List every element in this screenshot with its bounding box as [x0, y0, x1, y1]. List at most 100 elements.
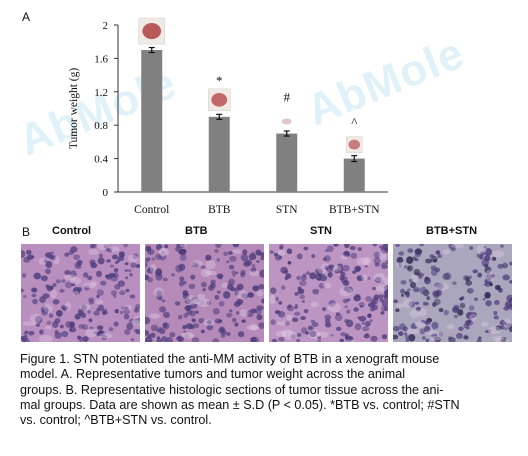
cytoplasm-patch	[205, 259, 216, 270]
cytoplasm-patch	[321, 263, 329, 269]
cell-nucleus	[236, 311, 241, 315]
cell-nucleus	[340, 332, 346, 337]
cytoplasm-patch	[179, 333, 193, 338]
cell-nucleus	[80, 304, 87, 311]
cell-nucleus	[502, 262, 509, 269]
cell-nucleus	[111, 273, 117, 278]
cell-nucleus	[367, 276, 371, 280]
cytoplasm-patch	[83, 282, 97, 289]
cell-nucleus	[296, 253, 303, 260]
cytoplasm-patch	[503, 318, 512, 329]
cell-nucleus	[365, 295, 372, 302]
cell-nucleus	[502, 274, 510, 281]
y-axis-label: Tumor weight (g)	[68, 68, 80, 150]
cytoplasm-patch	[442, 249, 450, 255]
cell-nucleus	[74, 264, 82, 269]
cell-nucleus	[46, 320, 52, 326]
cell-nucleus	[200, 329, 205, 334]
cell-nucleus	[88, 318, 93, 323]
cell-nucleus	[48, 313, 54, 319]
cell-nucleus	[484, 291, 491, 299]
cell-nucleus	[114, 308, 119, 314]
cytoplasm-patch	[275, 331, 288, 337]
cell-nucleus	[258, 322, 264, 329]
significance-marker: ^	[351, 115, 357, 130]
cytoplasm-patch	[63, 274, 76, 281]
cytoplasm-patch	[90, 280, 97, 286]
cell-nucleus	[155, 253, 162, 261]
cell-nucleus	[371, 297, 379, 305]
cytoplasm-patch	[340, 255, 348, 260]
cell-nucleus	[45, 260, 53, 268]
cell-nucleus	[294, 304, 299, 307]
cytoplasm-patch	[430, 335, 441, 341]
cell-nucleus	[483, 245, 487, 249]
cell-nucleus	[398, 251, 405, 256]
cell-nucleus	[69, 324, 74, 329]
cell-nucleus	[179, 276, 185, 282]
cell-nucleus	[84, 285, 90, 291]
cell-nucleus	[26, 254, 34, 260]
cell-nucleus	[344, 244, 350, 249]
cell-nucleus	[506, 294, 512, 303]
cell-nucleus	[395, 308, 400, 313]
cell-nucleus	[214, 248, 219, 254]
cell-nucleus	[147, 248, 155, 255]
tumor-specimen	[142, 22, 162, 40]
cell-nucleus	[234, 287, 242, 293]
cytoplasm-patch	[446, 324, 456, 330]
cell-nucleus	[450, 245, 456, 252]
cell-nucleus	[110, 290, 117, 296]
cell-nucleus	[183, 330, 187, 334]
histology-header-btb-stn: BTB+STN	[426, 225, 478, 237]
cytoplasm-patch	[436, 282, 450, 291]
cell-nucleus	[208, 285, 215, 291]
cell-nucleus	[361, 326, 370, 332]
cell-nucleus	[256, 260, 260, 264]
cytoplasm-patch	[64, 302, 72, 311]
cell-nucleus	[402, 326, 408, 332]
cell-nucleus	[383, 294, 388, 301]
cell-nucleus	[119, 290, 126, 296]
cytoplasm-patch	[310, 301, 319, 308]
cell-nucleus	[21, 273, 27, 278]
cell-nucleus	[490, 274, 495, 278]
cell-nucleus	[324, 265, 329, 270]
cell-nucleus	[438, 307, 444, 313]
cell-nucleus	[132, 253, 139, 260]
cell-nucleus	[236, 298, 244, 305]
cell-nucleus	[412, 256, 417, 261]
cytoplasm-patch	[122, 305, 133, 311]
cell-nucleus	[226, 312, 233, 318]
cell-nucleus	[419, 286, 428, 295]
cytoplasm-patch	[30, 313, 42, 324]
x-tick-label: Control	[134, 204, 169, 216]
cell-nucleus	[164, 244, 169, 249]
cell-nucleus	[178, 263, 186, 271]
cell-nucleus	[256, 305, 264, 311]
cell-nucleus	[212, 338, 220, 342]
cell-nucleus	[326, 245, 334, 253]
cell-nucleus	[489, 282, 493, 287]
cell-nucleus	[367, 313, 372, 319]
cell-nucleus	[33, 272, 41, 280]
cell-nucleus	[135, 304, 140, 309]
cell-nucleus	[443, 309, 449, 316]
cell-nucleus	[465, 280, 473, 286]
cell-nucleus	[64, 281, 73, 289]
bar	[276, 133, 298, 192]
cell-nucleus	[161, 336, 167, 342]
cell-nucleus	[342, 264, 350, 272]
cell-nucleus	[231, 317, 237, 323]
cell-nucleus	[64, 252, 70, 257]
cell-nucleus	[155, 272, 163, 281]
cell-nucleus	[374, 276, 382, 283]
cell-nucleus	[61, 330, 69, 338]
cytoplasm-patch	[39, 335, 53, 342]
cell-nucleus	[343, 250, 351, 258]
cell-nucleus	[130, 338, 135, 342]
cell-nucleus	[96, 289, 104, 296]
cell-nucleus	[184, 298, 192, 304]
cell-nucleus	[133, 328, 139, 333]
cell-nucleus	[162, 322, 168, 329]
